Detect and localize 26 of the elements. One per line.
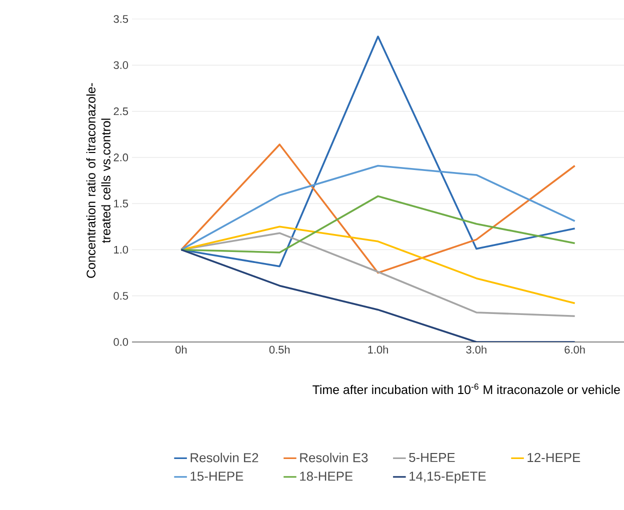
x-tick-label: 0h bbox=[176, 346, 187, 354]
y-axis-title: Concentration ratio of itraconazole-treated cells vs.control bbox=[86, 83, 110, 278]
y-tick-label: 0.5 bbox=[114, 292, 128, 300]
legend-label: 14,15-EpETE bbox=[410, 472, 486, 484]
line-series bbox=[180, 144, 576, 274]
legend-label: 15-HEPE bbox=[190, 472, 244, 481]
y-tick-label: 2.0 bbox=[114, 154, 128, 162]
y-tick-label: 1.0 bbox=[114, 246, 128, 254]
y-tick-label: 2.5 bbox=[114, 107, 128, 116]
x-tick-label: 6.0h bbox=[564, 346, 585, 354]
legend-label: 12-HEPE bbox=[528, 452, 580, 462]
legend-label: Resolvin E3 bbox=[300, 452, 368, 462]
y-tick-label: 0.0 bbox=[114, 338, 128, 346]
legend-label: 18-HEPE bbox=[300, 472, 353, 481]
x-tick-label: 1.0h bbox=[368, 346, 388, 354]
y-tick-label: 1.5 bbox=[114, 200, 128, 208]
x-axis-title: Time after incubation with 10$^{-6}$ M itraconazole or vehicle bbox=[312, 384, 620, 394]
legend-label: Resolvin E2 bbox=[190, 452, 258, 462]
y-tick-label: 3.5 bbox=[114, 15, 128, 23]
x-tick-label: 3.0h bbox=[466, 346, 486, 354]
y-tick-label: 3.0 bbox=[114, 61, 128, 70]
line-series bbox=[180, 248, 576, 342]
line-series bbox=[180, 195, 576, 254]
x-tick-label: 0.5h bbox=[269, 346, 290, 354]
line-series bbox=[180, 164, 576, 251]
legend-label: 5-HEPE bbox=[409, 453, 455, 462]
